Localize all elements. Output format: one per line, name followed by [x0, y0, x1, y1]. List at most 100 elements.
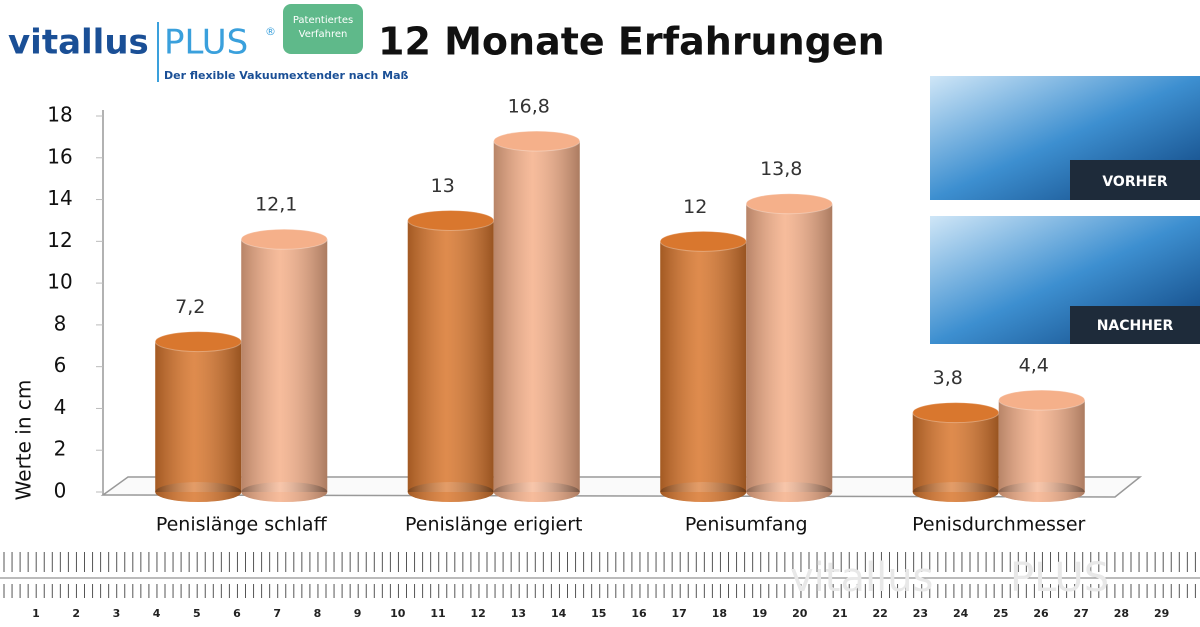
chart-title: 12 Monate Erfahrungen	[378, 20, 885, 64]
logo-brand-plus: PLUS	[164, 23, 248, 63]
photo-label: NACHHER	[1097, 318, 1174, 334]
ruler-label: 27	[1074, 607, 1089, 620]
bar	[745, 193, 833, 502]
ruler-label: 16	[631, 607, 647, 620]
value-label: 3,8	[933, 367, 963, 389]
x-tick-label: Penislänge erigiert	[405, 514, 583, 536]
bar-top	[240, 228, 328, 250]
bar-top	[407, 209, 495, 231]
bar-bottom-shade	[998, 482, 1085, 502]
ruler-label: 5	[193, 607, 201, 620]
bar-top	[493, 130, 581, 152]
y-tick-label: 18	[47, 103, 72, 127]
ruler-label: 19	[752, 607, 767, 620]
bar-bottom-shade	[493, 482, 580, 502]
ruler-label: 26	[1033, 607, 1049, 620]
ruler-label: 24	[953, 607, 969, 620]
y-tick-label: 16	[47, 144, 72, 168]
value-label: 7,2	[175, 296, 205, 318]
ruler-label: 14	[551, 607, 567, 620]
y-tick-label: 6	[54, 353, 67, 377]
ruler-label: 21	[832, 607, 847, 620]
bar-top	[154, 331, 242, 353]
bar-bottom-shade	[155, 482, 242, 502]
x-tick-label: Penisdurchmesser	[912, 514, 1085, 536]
ruler-label: 17	[672, 607, 687, 620]
ruler-label: 22	[873, 607, 888, 620]
bar-bottom-shade	[746, 482, 833, 502]
y-tick-label: 12	[47, 228, 72, 252]
bar	[659, 230, 747, 502]
y-tick-label: 10	[47, 270, 72, 294]
ruler-label: 15	[591, 607, 606, 620]
photo-label-box	[1070, 306, 1200, 344]
value-label: 13,8	[760, 158, 802, 180]
logo-reg: ®	[265, 25, 276, 38]
bar-shade	[493, 141, 580, 493]
bar	[493, 130, 581, 502]
bar-top	[745, 193, 833, 215]
ruler-label: 28	[1114, 607, 1129, 620]
bar-shade	[912, 412, 999, 492]
bar-bottom-shade	[912, 482, 999, 502]
y-axis-label: Werte in cm	[12, 380, 36, 501]
ruler-ticks	[3, 552, 1196, 598]
bar-bottom-shade	[407, 482, 494, 502]
ruler-label: 10	[390, 607, 406, 620]
ruler-label: 13	[511, 607, 526, 620]
bar-top	[912, 402, 1000, 424]
value-label: 4,4	[1019, 355, 1049, 377]
bar-bottom-shade	[660, 482, 747, 502]
bar-top	[998, 389, 1086, 411]
logo-tagline: Der flexible Vakuumextender nach Maß	[164, 69, 409, 82]
badge	[283, 4, 363, 54]
bar	[154, 331, 242, 502]
ruler-label: 20	[792, 607, 808, 620]
ruler-label: 1	[32, 607, 40, 620]
badge-text: Patentiertes	[293, 15, 353, 26]
ruler-label: 7	[273, 607, 281, 620]
bar-top	[659, 230, 747, 252]
ruler-label: 29	[1154, 607, 1169, 620]
bar-bottom-shade	[241, 482, 328, 502]
photo-label-box	[1070, 160, 1200, 200]
bar	[240, 228, 328, 502]
x-tick-label: Penisumfang	[685, 514, 808, 536]
ruler-label: 23	[913, 607, 928, 620]
ruler-label: 4	[153, 607, 161, 620]
ruler-label: 2	[72, 607, 80, 620]
bar	[912, 402, 1000, 502]
bar-shade	[746, 203, 833, 492]
y-tick-label: 0	[54, 479, 67, 503]
value-label: 12,1	[255, 194, 297, 216]
bar-shade	[407, 220, 494, 492]
watermark: vitallus	[790, 555, 933, 601]
ruler-label: 11	[430, 607, 445, 620]
bar	[998, 389, 1086, 502]
bar-shade	[155, 341, 242, 492]
photo-label: VORHER	[1102, 174, 1168, 190]
ruler-label: 12	[471, 607, 486, 620]
bar-shade	[998, 400, 1085, 492]
badge-text: Verfahren	[299, 29, 348, 40]
logo-brand: vitallus	[8, 23, 149, 63]
bar-shade	[241, 239, 328, 492]
y-tick-label: 4	[54, 395, 67, 419]
y-tick-label: 2	[54, 437, 67, 461]
watermark: PLUS	[1010, 555, 1109, 601]
ruler-label: 3	[113, 607, 121, 620]
ruler-label: 9	[354, 607, 362, 620]
bar-shade	[660, 241, 747, 492]
bar	[407, 209, 495, 502]
ruler-label: 8	[314, 607, 322, 620]
x-tick-label: Penislänge schlaff	[156, 514, 328, 536]
value-label: 12	[683, 196, 707, 218]
value-label: 16,8	[508, 96, 550, 118]
ruler-label: 18	[712, 607, 727, 620]
value-label: 13	[431, 175, 455, 197]
y-tick-label: 14	[47, 186, 72, 210]
ruler-label: 6	[233, 607, 241, 620]
y-tick-label: 8	[54, 311, 67, 335]
